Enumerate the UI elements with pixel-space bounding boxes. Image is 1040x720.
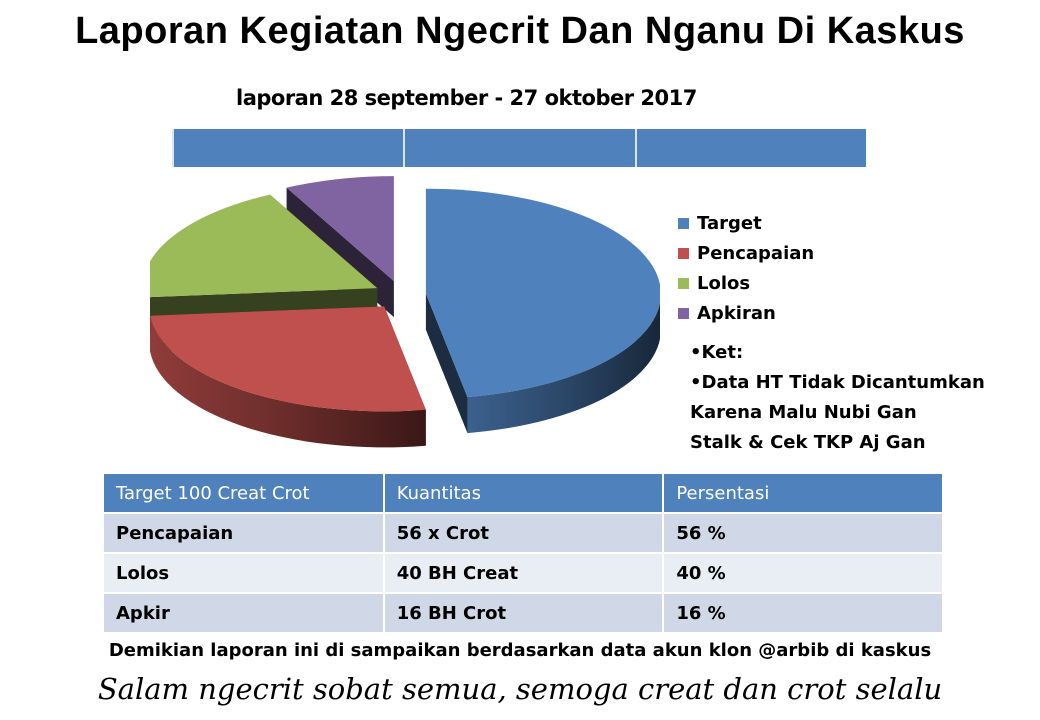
note-line: Karena Malu Nubi Gan [690, 402, 917, 423]
page-title: Laporan Kegiatan Ngecrit Dan Nganu Di Ka… [75, 10, 965, 52]
legend-swatch [678, 277, 689, 289]
table-cell: 56 x Crot [383, 512, 665, 553]
chart-legend: Target Pencapaian Lolos Apkiran [678, 208, 814, 328]
pie-slice-pencapaian [150, 306, 426, 448]
legend-label: Pencapaian [697, 242, 815, 264]
footer-statement: Demikian laporan ini di sampaikan berdas… [108, 640, 932, 661]
legend-swatch [678, 217, 689, 229]
table-row: Lolos 40 BH Creat 40 % [104, 552, 944, 593]
table-cell: 40 % [663, 552, 944, 593]
note-line: •Ket: [690, 342, 744, 363]
report-period: laporan 28 september - 27 oktober 2017 [236, 86, 697, 110]
legend-label: Target [697, 212, 762, 234]
table-row: Apkir 16 BH Crot 16 % [104, 592, 944, 632]
pie-slice-side [467, 302, 660, 434]
pie-chart [150, 176, 660, 448]
header-strip [172, 129, 866, 167]
column-header: Target 100 Creat Crot [104, 474, 385, 513]
pie-slice-top [425, 188, 660, 398]
pie-slice-top [286, 176, 394, 282]
legend-item: Target [678, 208, 814, 238]
legend-item: Lolos [678, 268, 814, 298]
legend-item: Pencapaian [678, 238, 814, 268]
header-strip-cell [172, 129, 406, 167]
header-strip-cell [636, 129, 866, 167]
table-cell: 56 % [663, 512, 944, 553]
note-line: Stalk & Cek TKP Aj Gan [690, 432, 926, 453]
footer-greeting: Salam ngecrit sobat semua, semoga creat … [97, 672, 943, 706]
table-cell: 40 BH Creat [383, 552, 665, 593]
legend-item: Apkiran [678, 298, 814, 328]
column-header: Persentasi [663, 474, 944, 513]
header-strip-cell [405, 129, 637, 167]
pie-slice-side [150, 315, 426, 448]
legend-swatch [678, 307, 689, 319]
column-header: Kuantitas [383, 474, 665, 513]
pie-slice-wall [425, 293, 468, 434]
table-header-row: Target 100 Creat Crot Kuantitas Persenta… [104, 474, 944, 513]
legend-swatch [678, 247, 689, 259]
table-cell: 16 % [663, 592, 944, 632]
legend-label: Lolos [697, 272, 751, 294]
chart-note: •Ket: •Data HT Tidak Dicantumkan Karena … [690, 338, 985, 458]
summary-table: Target 100 Creat Crot Kuantitas Persenta… [104, 474, 944, 632]
table-cell: 16 BH Crot [383, 592, 665, 632]
table-cell: Apkir [104, 592, 385, 632]
pie-slice-target [425, 188, 660, 434]
legend-label: Apkiran [697, 302, 776, 324]
pie-slice-top [150, 306, 426, 412]
table-cell: Pencapaian [104, 512, 385, 553]
table-row: Pencapaian 56 x Crot 56 % [104, 512, 944, 553]
table-cell: Lolos [104, 552, 385, 593]
pie-slice-top [150, 194, 378, 298]
note-line: •Data HT Tidak Dicantumkan [690, 372, 985, 393]
